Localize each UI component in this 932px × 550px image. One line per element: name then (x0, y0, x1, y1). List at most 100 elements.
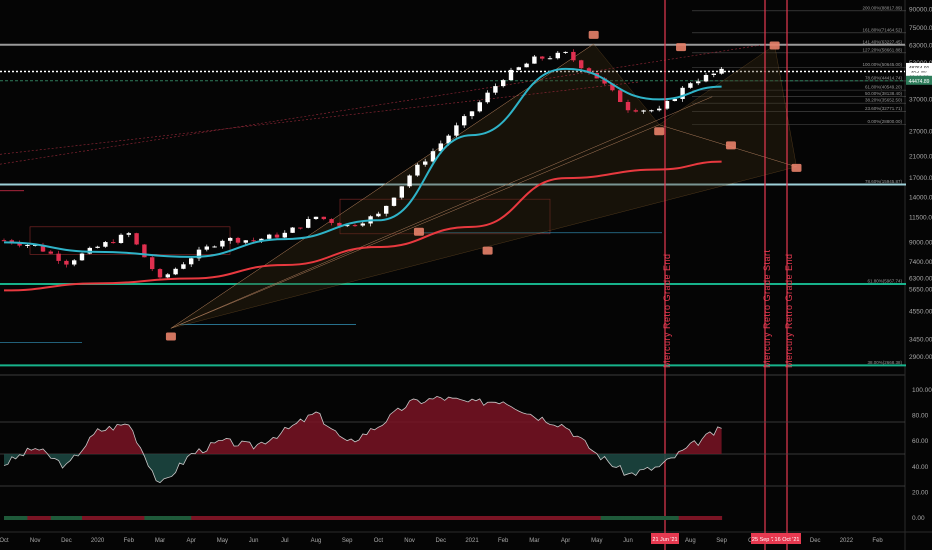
time-axis-label: Aug (685, 538, 696, 544)
osc-heat (491, 516, 496, 520)
candle (204, 246, 209, 250)
candle (321, 216, 326, 220)
candle (688, 83, 693, 88)
candle (477, 102, 482, 112)
osc-heat (280, 516, 286, 520)
osc-heat (339, 516, 344, 520)
osc-heat (152, 516, 157, 520)
candle (95, 246, 100, 248)
fib-label: 23.60%(32771.71) (865, 106, 903, 111)
candle (454, 125, 459, 136)
osc-heat (319, 516, 325, 520)
candle (602, 78, 607, 84)
candle (165, 274, 170, 278)
osc-heat (202, 516, 208, 520)
candle (25, 244, 30, 246)
candle (345, 225, 350, 227)
osc-heat (113, 516, 118, 520)
time-axis-label: Apr (561, 538, 570, 544)
osc-heat (140, 516, 145, 520)
osc-heat (592, 516, 598, 520)
candle (298, 227, 303, 229)
osc-heat (245, 516, 251, 520)
osc-heat (585, 516, 590, 520)
candle (306, 219, 311, 228)
candle (579, 60, 584, 69)
osc-line (3, 395, 722, 484)
osc-heat (343, 516, 348, 520)
time-axis-label: 2021 (465, 538, 479, 544)
osc-heat (136, 516, 141, 520)
osc-heat (448, 516, 453, 520)
fib-label: 100.00%(50645.00) (862, 62, 902, 67)
price-axis-label: 37000.00 (909, 96, 932, 103)
candle (649, 110, 654, 112)
candle (501, 80, 506, 87)
candle (40, 244, 46, 252)
osc-heat (464, 516, 469, 520)
candles (1, 49, 724, 280)
osc-heat (70, 516, 75, 520)
time-axis-label: Mar (529, 538, 539, 544)
osc-heat (709, 516, 715, 520)
candle (430, 151, 436, 162)
osc-heat (643, 516, 648, 520)
candle (337, 222, 342, 226)
fib-label: 0.00%(28800.00) (867, 119, 902, 124)
osc-heat (678, 516, 684, 520)
time-axis-label: Jul (281, 538, 289, 544)
candle (329, 219, 334, 223)
osc-heat (397, 516, 403, 520)
price-axis-label: 5650.00 (909, 287, 932, 294)
candle (407, 175, 412, 187)
osc-heat (351, 516, 356, 520)
osc-heat (273, 516, 278, 520)
osc-heat (612, 516, 617, 520)
pattern-marker (482, 246, 493, 255)
time-axis-label: 2022 (840, 538, 854, 544)
osc-heat (167, 516, 173, 520)
osc-heat (54, 516, 60, 520)
osc-heat (667, 516, 672, 520)
candle (384, 205, 389, 214)
price-axis-label: 14000.00 (909, 195, 932, 202)
osc-heat (160, 516, 165, 520)
osc-heat (717, 516, 723, 520)
osc-heat (19, 516, 24, 520)
candle (711, 73, 716, 75)
osc-heat (713, 516, 719, 520)
candle (532, 56, 537, 64)
candle (508, 69, 514, 81)
fib-label: 50.00%(38138.40) (865, 91, 903, 96)
osc-heat (596, 516, 602, 520)
osc-heat (409, 516, 414, 520)
osc-heat (214, 516, 219, 520)
osc-heat (316, 516, 321, 520)
candle (376, 213, 381, 217)
time-axis-label: Sep (716, 538, 727, 544)
osc-heat (460, 516, 465, 520)
osc-heat (557, 516, 563, 520)
osc-heat (651, 516, 656, 520)
ma-line (3, 160, 722, 292)
osc-heat (659, 516, 664, 520)
osc-heat (479, 516, 485, 520)
time-axis-label: Oct (0, 538, 9, 544)
candle (485, 92, 490, 103)
osc-heat (331, 516, 336, 520)
osc-heat (475, 516, 481, 520)
candle (126, 233, 131, 235)
osc-heat (405, 516, 411, 520)
fib-label: 78.60%(44414.74) (865, 75, 903, 80)
time-axis-label: Feb (872, 538, 883, 544)
time-axis-label: Feb (124, 538, 135, 544)
candle (64, 260, 69, 265)
osc-heat (386, 516, 391, 520)
osc-heat (417, 516, 422, 520)
osc-heat (234, 516, 239, 520)
price-axis-label: 63000.00 (909, 43, 932, 50)
osc-heat (15, 516, 21, 520)
candle (157, 269, 163, 278)
fib-label: 200.00%(88817.89) (862, 5, 902, 10)
